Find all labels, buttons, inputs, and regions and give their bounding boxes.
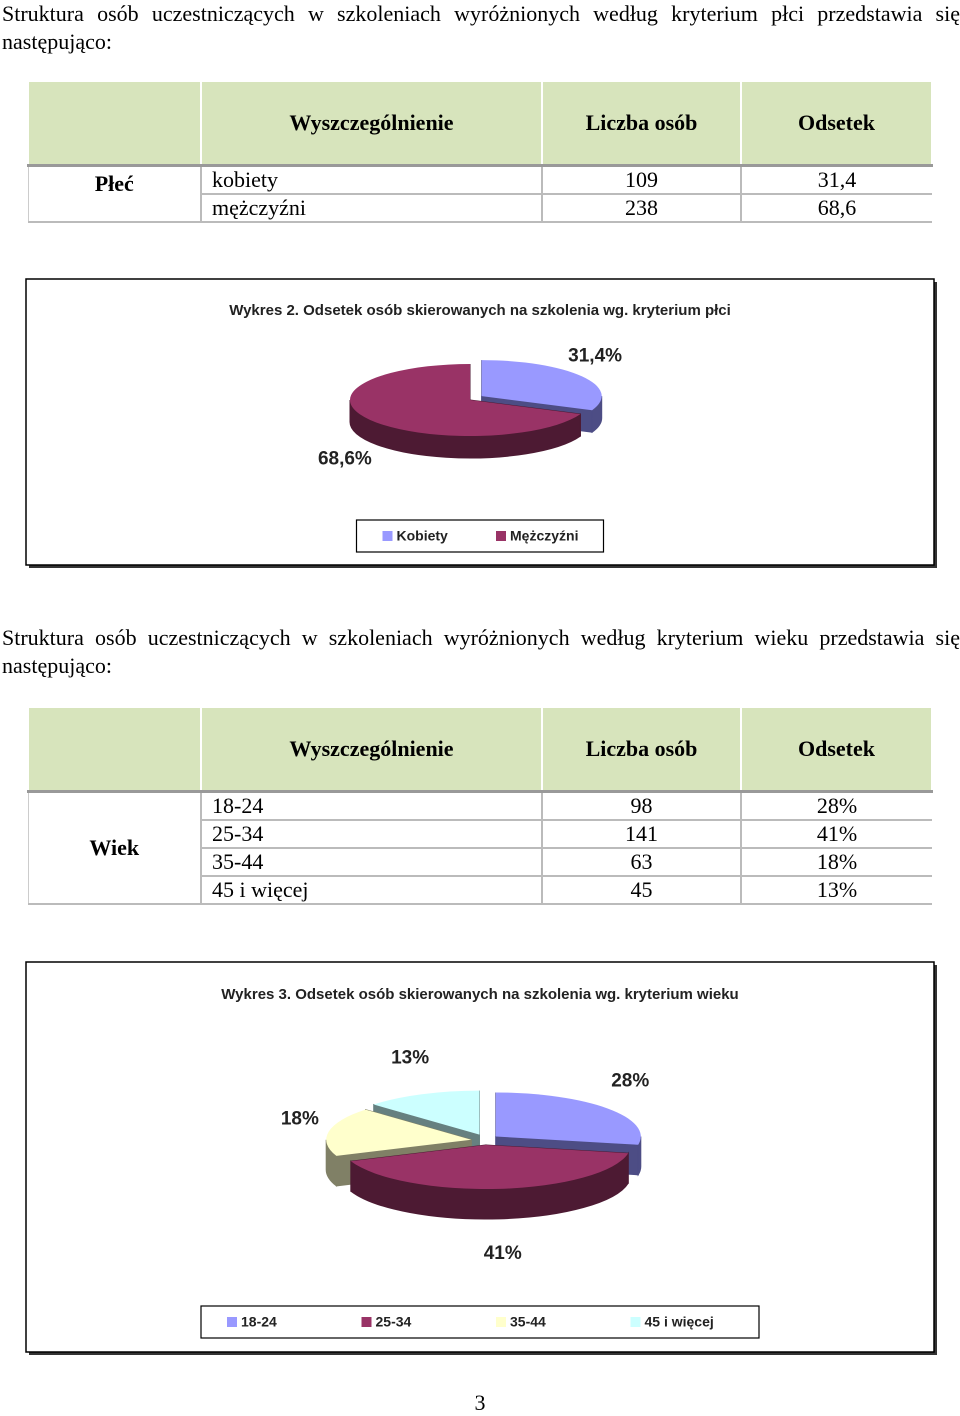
cell: 45 i więcej <box>201 876 542 904</box>
legend-label: Kobiety <box>397 528 449 544</box>
legend-label: 45 i więcej <box>645 1314 714 1330</box>
header-cell: Wyszczególnienie <box>201 81 542 166</box>
cell: 63 <box>542 848 741 876</box>
cell: 98 <box>542 792 741 821</box>
cell: 28% <box>741 792 932 821</box>
header-cell: Wyszczególnienie <box>201 707 542 792</box>
legend-label: 35-44 <box>510 1314 546 1330</box>
cell: kobiety <box>201 166 542 195</box>
cell: mężczyźni <box>201 194 542 222</box>
cell: 31,4 <box>741 166 932 195</box>
legend-swatch <box>631 1317 641 1327</box>
header-cell: Liczba osób <box>542 81 741 166</box>
cell: 35-44 <box>201 848 542 876</box>
cell: 45 <box>542 876 741 904</box>
header-cell: Odsetek <box>741 81 932 166</box>
cell: 41% <box>741 820 932 848</box>
data-label: 31,4% <box>568 345 622 366</box>
page-number: 3 <box>0 1390 960 1416</box>
legend-label: Mężczyźni <box>510 528 578 544</box>
cell: 109 <box>542 166 741 195</box>
cell: 68,6 <box>741 194 932 222</box>
data-label: 68,6% <box>318 449 372 470</box>
legend-swatch <box>496 1317 506 1327</box>
group-cell: Płeć <box>28 166 201 223</box>
header-cell: Liczba osób <box>542 707 741 792</box>
header-cell: Odsetek <box>741 707 932 792</box>
data-label: 41% <box>484 1243 522 1264</box>
legend-swatch <box>362 1317 372 1327</box>
legend-label: 18-24 <box>241 1314 277 1330</box>
cell: 238 <box>542 194 741 222</box>
legend-label: 25-34 <box>376 1314 412 1330</box>
cell: 18-24 <box>201 792 542 821</box>
chart: Wykres 3. Odsetek osób skierowanych na s… <box>25 961 937 1357</box>
chart-title: Wykres 3. Odsetek osób skierowanych na s… <box>221 986 738 1003</box>
legend-swatch <box>496 531 506 541</box>
paragraph: Struktura osób uczestniczących w szkolen… <box>2 624 960 680</box>
chart: Wykres 2. Odsetek osób skierowanych na s… <box>25 278 937 570</box>
header-cell <box>28 707 201 792</box>
data-label: 28% <box>611 1071 649 1092</box>
group-cell: Wiek <box>28 792 201 905</box>
cell: 25-34 <box>201 820 542 848</box>
cell: 141 <box>542 820 741 848</box>
data-label: 13% <box>391 1047 429 1068</box>
paragraph: Struktura osób uczestniczących w szkolen… <box>2 0 960 56</box>
legend-swatch <box>227 1317 237 1327</box>
data-label: 18% <box>281 1108 319 1129</box>
legend-swatch <box>383 531 393 541</box>
cell: 13% <box>741 876 932 904</box>
cell: 18% <box>741 848 932 876</box>
chart-title: Wykres 2. Odsetek osób skierowanych na s… <box>229 302 731 319</box>
header-cell <box>28 81 201 166</box>
